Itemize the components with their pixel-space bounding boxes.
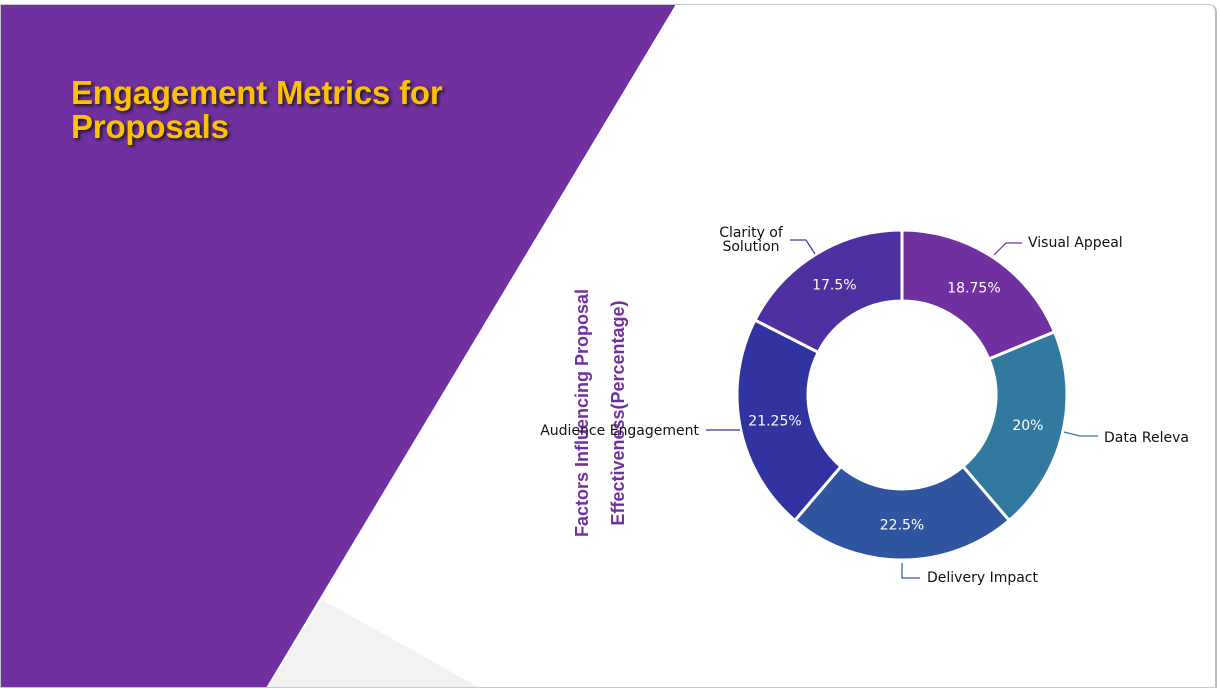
page-title: Engagement Metrics for Proposals [71, 74, 443, 145]
category-label: Clarity of [719, 225, 784, 241]
category-label: Data Relevance [1104, 430, 1214, 446]
slice-value-label: 20% [1012, 418, 1043, 434]
slice-audience-engagement[interactable] [735, 318, 843, 522]
slice-value-labels: 18.75% 20% 22.5% 21.25% 17.5% [748, 278, 1043, 534]
leader-line [790, 239, 816, 255]
chart-title: Factors Influencing Proposal Effectivenes… [572, 289, 628, 537]
slice-clarity-of-solution[interactable] [753, 228, 904, 354]
slice-delivery-impact[interactable] [793, 464, 1011, 562]
slice-value-label: 22.5% [880, 518, 924, 534]
leader-line [993, 242, 1022, 256]
leader-line [901, 563, 920, 579]
category-label: Audience Engagement [540, 423, 699, 439]
chart-title-line-2: Effectiveness(Percentage) [608, 300, 628, 525]
category-label: Solution [722, 239, 779, 255]
corner-gray-triangle [268, 600, 480, 688]
category-label: Delivery Impact [927, 570, 1038, 586]
category-labels: Visual Appeal Data Relevance Delivery Impa… [540, 225, 1214, 586]
slice-value-label: 21.25% [748, 413, 801, 429]
chart-title-line-1: Factors Influencing Proposal [572, 289, 592, 537]
leader-lines [706, 239, 1098, 579]
slice-value-label: 17.5% [812, 278, 856, 294]
slice-value-label: 18.75% [947, 280, 1000, 296]
category-label: Visual Appeal [1028, 235, 1123, 251]
donut-slices [735, 228, 1069, 562]
purple-diagonal-band [0, 4, 676, 688]
slice-data-relevance[interactable] [961, 330, 1069, 522]
slice-visual-appeal[interactable] [900, 228, 1056, 361]
leader-line [1063, 431, 1098, 437]
